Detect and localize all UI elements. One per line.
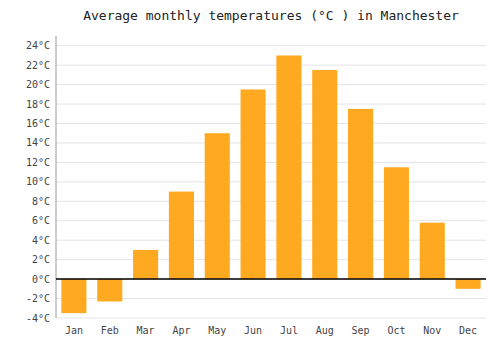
bars (61, 55, 480, 313)
grid-line (56, 84, 486, 85)
y-tick-label: 18°C (26, 99, 50, 110)
y-tick-label: 24°C (26, 40, 50, 51)
x-tick-label: Feb (101, 325, 119, 336)
grid-line (56, 279, 486, 280)
grid-line (56, 45, 486, 46)
chart-container: Average monthly temperatures (°C ) in Ma… (0, 0, 500, 350)
y-tick-label: 8°C (32, 196, 50, 207)
grid-line (56, 201, 486, 202)
grid-line (56, 104, 486, 105)
bar (312, 70, 337, 279)
x-tick-label: Apr (172, 325, 190, 336)
bar (384, 167, 409, 279)
bar (348, 109, 373, 279)
x-tick-label: Mar (137, 325, 155, 336)
y-tick-label: 12°C (26, 157, 50, 168)
bar (61, 279, 86, 313)
bar (456, 279, 481, 289)
y-tick-label: 4°C (32, 235, 50, 246)
bar (241, 89, 266, 279)
grid-line (56, 318, 486, 319)
bar (133, 250, 158, 279)
x-tick-label: Dec (459, 325, 477, 336)
zero-line (56, 278, 486, 280)
x-tick-label: Jul (280, 325, 298, 336)
x-tick-label: Nov (423, 325, 441, 336)
x-tick-label: Oct (387, 325, 405, 336)
x-tick-label: Aug (316, 325, 334, 336)
x-tick-label: Jan (65, 325, 83, 336)
y-tick-label: 22°C (26, 60, 50, 71)
x-tick-label: Jun (244, 325, 262, 336)
grid-line (56, 65, 486, 66)
x-tick-label: Sep (352, 325, 370, 336)
bar (205, 133, 230, 279)
y-tick-label: 6°C (32, 215, 50, 226)
grid (56, 46, 486, 318)
y-tick-label: -2°C (26, 293, 50, 304)
bar (276, 55, 301, 279)
y-tick-label: 16°C (26, 118, 50, 129)
x-tick-label: May (208, 325, 226, 336)
y-tick-label: 20°C (26, 79, 50, 90)
title: Average monthly temperatures (°C ) in Ma… (83, 8, 459, 23)
y-axis: -4°C -2°C 0°C 2°C 4°C 6°C 8°C 10°C 12°C 14°C 16°C 1… (26, 40, 50, 323)
grid-line (56, 142, 486, 143)
bar (420, 223, 445, 279)
chart: Average monthly temperatures (°C ) in Ma… (0, 0, 500, 350)
y-tick-label: 14°C (26, 137, 50, 148)
grid-line (56, 123, 486, 124)
grid-line (56, 162, 486, 163)
x-axis: Jan Feb Mar Apr May Jun Jul Aug Sep Oct Nov Dec (65, 325, 477, 336)
grid-line (56, 181, 486, 182)
bar (97, 279, 122, 301)
bar (169, 192, 194, 280)
grid-line (56, 220, 486, 221)
y-axis-line (56, 36, 57, 318)
y-tick-label: 10°C (26, 176, 50, 187)
y-tick-label: 2°C (32, 254, 50, 265)
y-tick-label: -4°C (26, 313, 50, 324)
y-tick-label: 0°C (32, 274, 50, 285)
